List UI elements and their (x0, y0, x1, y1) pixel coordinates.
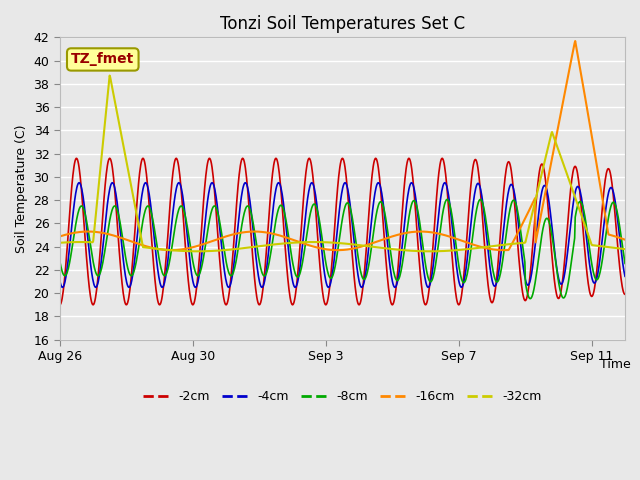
Y-axis label: Soil Temperature (C): Soil Temperature (C) (15, 124, 28, 253)
Text: TZ_fmet: TZ_fmet (71, 52, 134, 66)
X-axis label: Time: Time (600, 358, 630, 371)
Legend: -2cm, -4cm, -8cm, -16cm, -32cm: -2cm, -4cm, -8cm, -16cm, -32cm (138, 385, 547, 408)
Title: Tonzi Soil Temperatures Set C: Tonzi Soil Temperatures Set C (220, 15, 465, 33)
